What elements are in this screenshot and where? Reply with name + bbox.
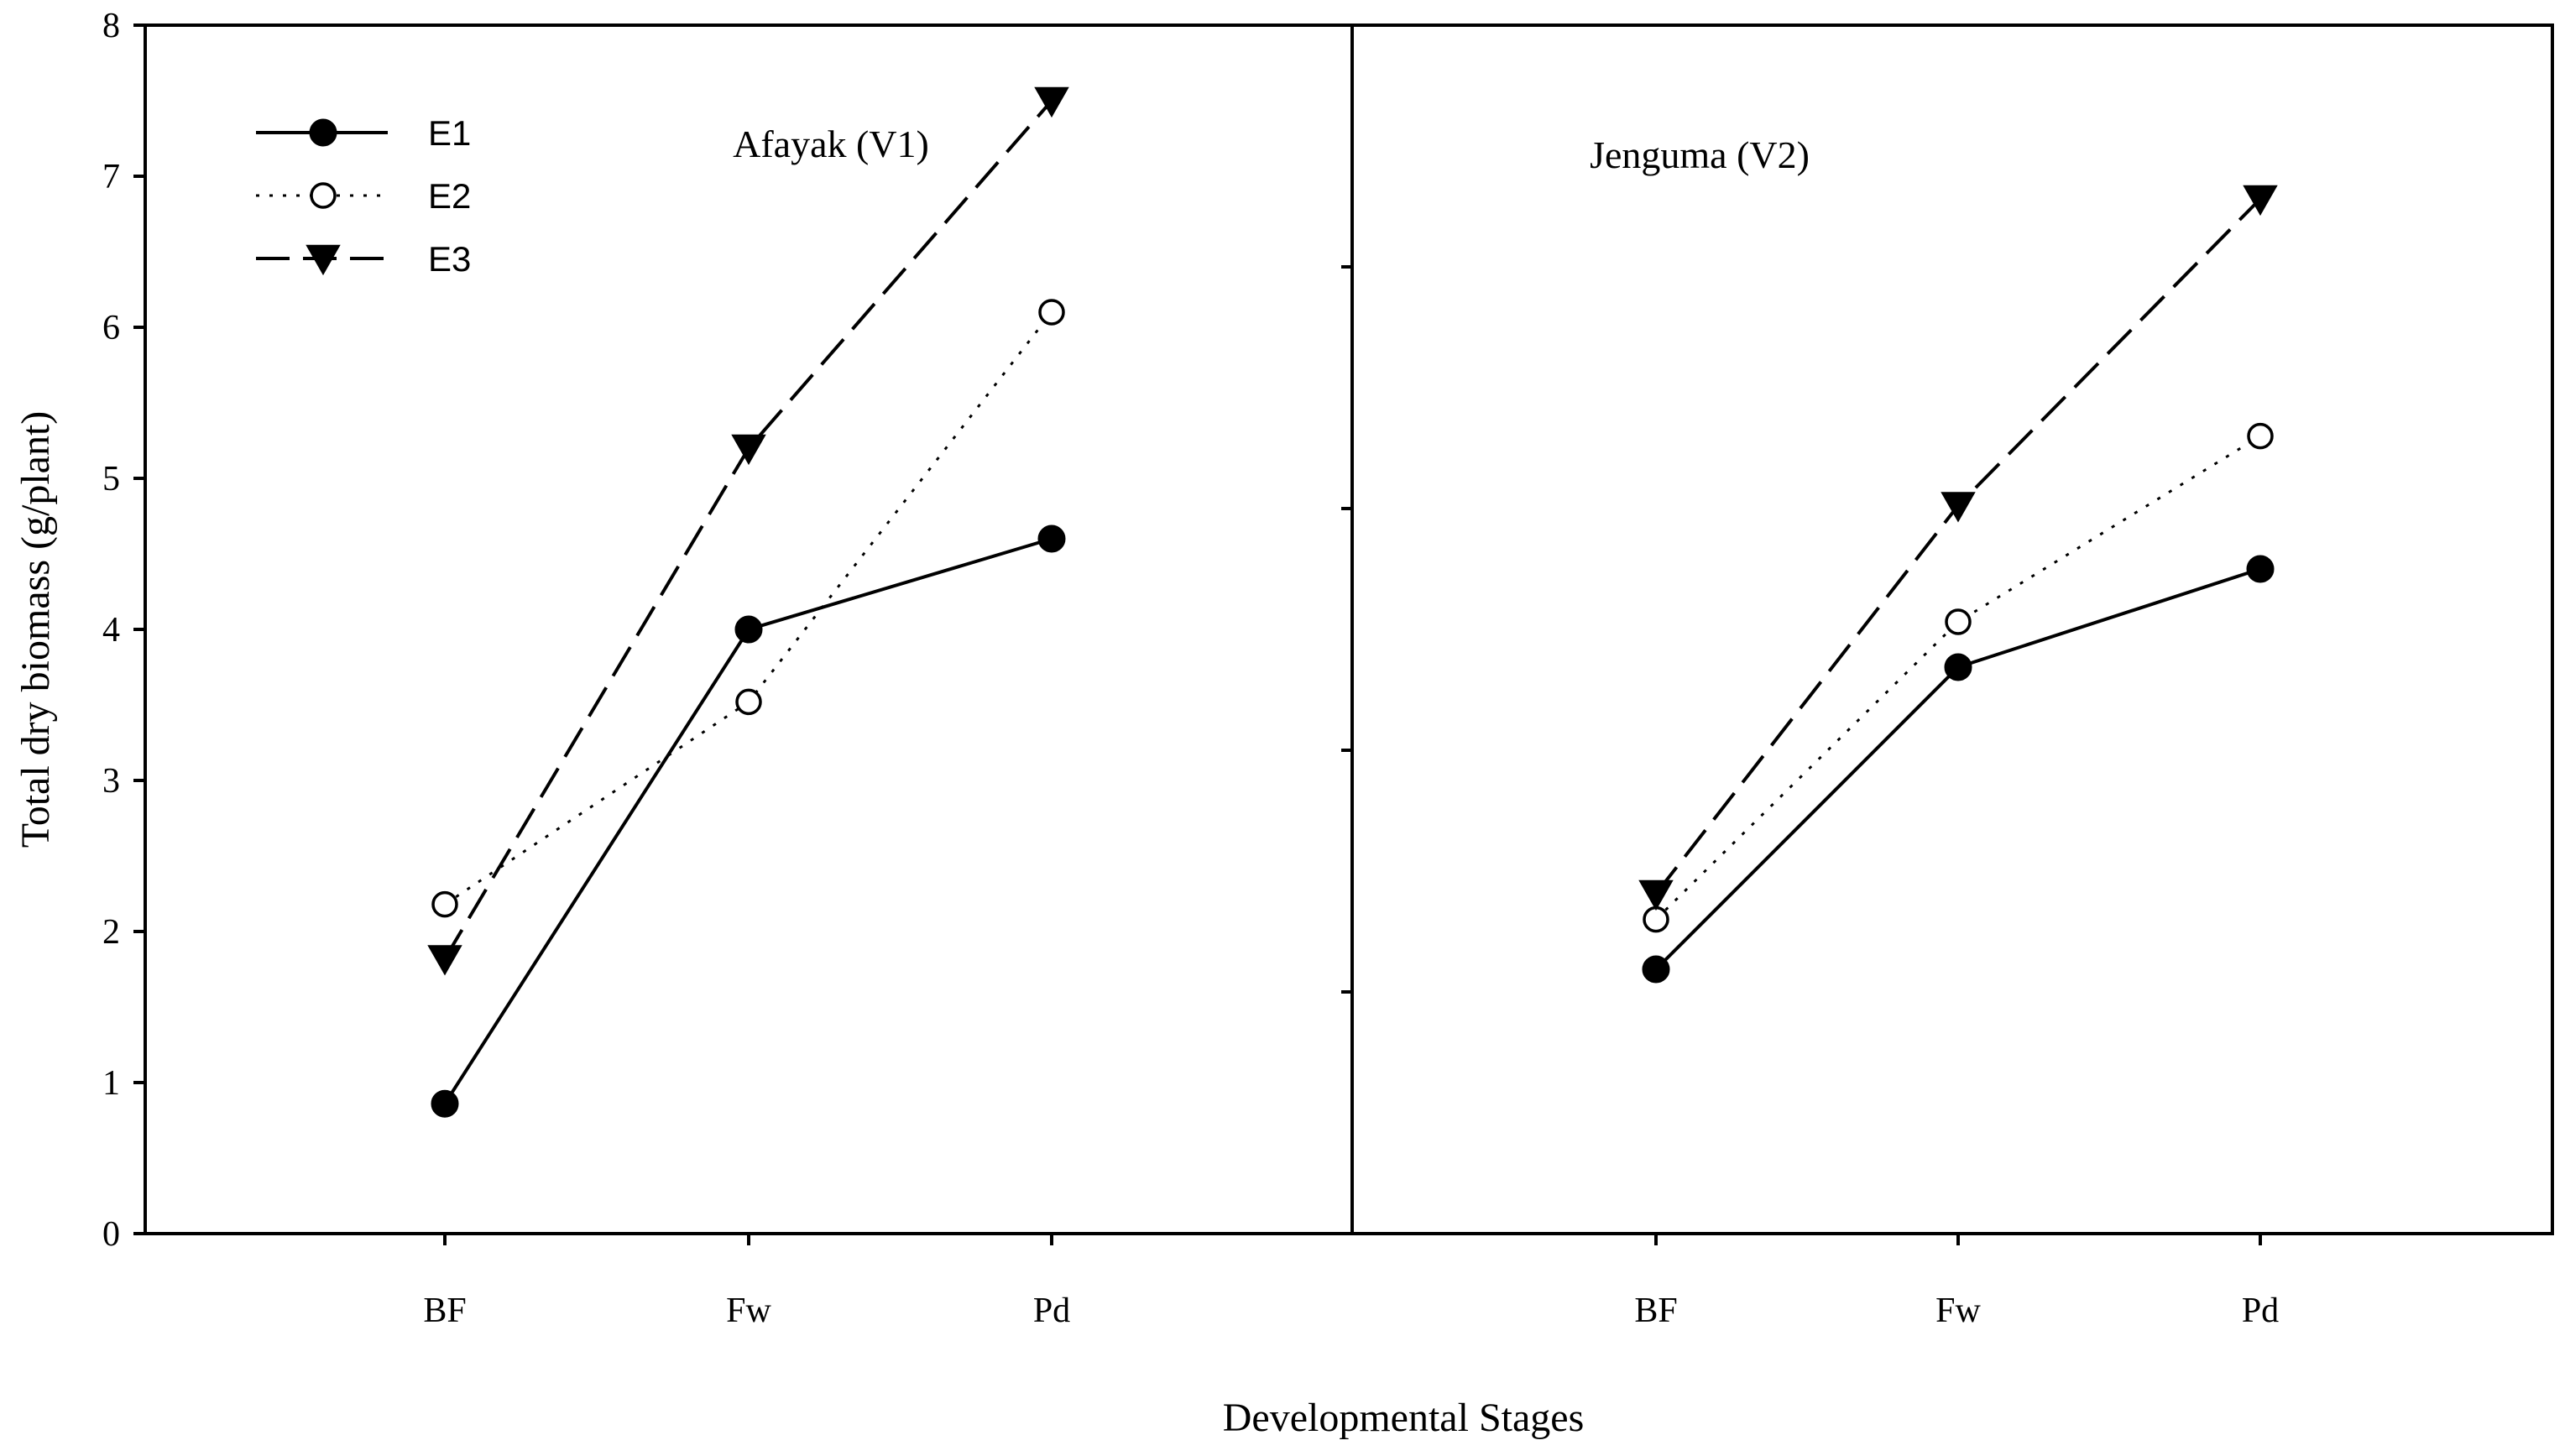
y-tick-label: 3 (102, 762, 120, 801)
y-tick-label: 2 (102, 913, 120, 952)
data-point-e2 (735, 688, 762, 716)
series-layer (427, 86, 2278, 1118)
data-point-e1 (734, 615, 763, 644)
legend-label-e2: E2 (428, 176, 471, 216)
series-line-e2 (1654, 435, 2261, 921)
y-tick-label: 1 (102, 1064, 120, 1103)
plot-frame (144, 23, 2554, 1235)
data-point-e2 (1038, 299, 1065, 326)
y-axis-title: Total dry biomass (g/plant) (13, 411, 58, 848)
x-axis: BF Fw Pd BF Fw Pd (423, 1234, 2279, 1330)
legend-marker-e2 (310, 182, 337, 209)
data-point-e3 (1638, 879, 1674, 911)
y-tick-label: 8 (102, 7, 120, 45)
data-point-e1 (1642, 955, 1670, 984)
series-line-e3 (443, 99, 1053, 960)
data-point-e1 (1037, 524, 1066, 553)
data-point-e3 (427, 945, 462, 976)
right-panel-y-ticks (1341, 265, 1352, 994)
data-point-e3 (1034, 86, 1069, 118)
legend: E1 E2 E3 (256, 113, 471, 279)
y-tick-label: 0 (102, 1215, 120, 1254)
panel-title-right: Jenguma (V2) (1590, 133, 1810, 176)
x-tick-label: BF (1634, 1292, 1677, 1330)
series-line-e3 (1654, 197, 2262, 895)
series-line-e2 (444, 311, 1053, 905)
y-axis: 0 1 2 3 4 5 6 7 8 (102, 7, 145, 1254)
y-tick-label: 7 (102, 158, 120, 196)
data-point-e1 (431, 1089, 459, 1118)
y-tick-label: 5 (102, 460, 120, 498)
y-tick-label: 4 (102, 611, 120, 650)
data-point-e1 (2246, 555, 2275, 583)
x-tick-label: Pd (1033, 1292, 1070, 1330)
data-point-e2 (2247, 422, 2274, 450)
data-point-e2 (1945, 608, 1972, 635)
panel-2 (1638, 185, 2278, 984)
panel-title-left: Afayak (V1) (733, 123, 929, 165)
data-point-e3 (731, 434, 766, 466)
legend-marker-e1 (309, 118, 337, 147)
panel-1 (427, 86, 1069, 1118)
x-tick-label: Fw (1935, 1292, 1981, 1330)
data-point-e2 (431, 890, 458, 918)
legend-label-e1: E1 (428, 113, 471, 153)
x-tick-label: Pd (2242, 1292, 2279, 1330)
x-tick-label: BF (423, 1292, 466, 1330)
data-point-e3 (1941, 492, 1976, 523)
data-point-e2 (1643, 905, 1669, 933)
data-point-e1 (1944, 653, 1972, 681)
x-axis-title: Developmental Stages (1223, 1396, 1585, 1440)
legend-label-e3: E3 (428, 239, 471, 279)
y-tick-label: 6 (102, 309, 120, 347)
x-tick-label: Fw (726, 1292, 771, 1330)
data-point-e3 (2243, 185, 2278, 217)
legend-marker-e3 (306, 244, 341, 276)
